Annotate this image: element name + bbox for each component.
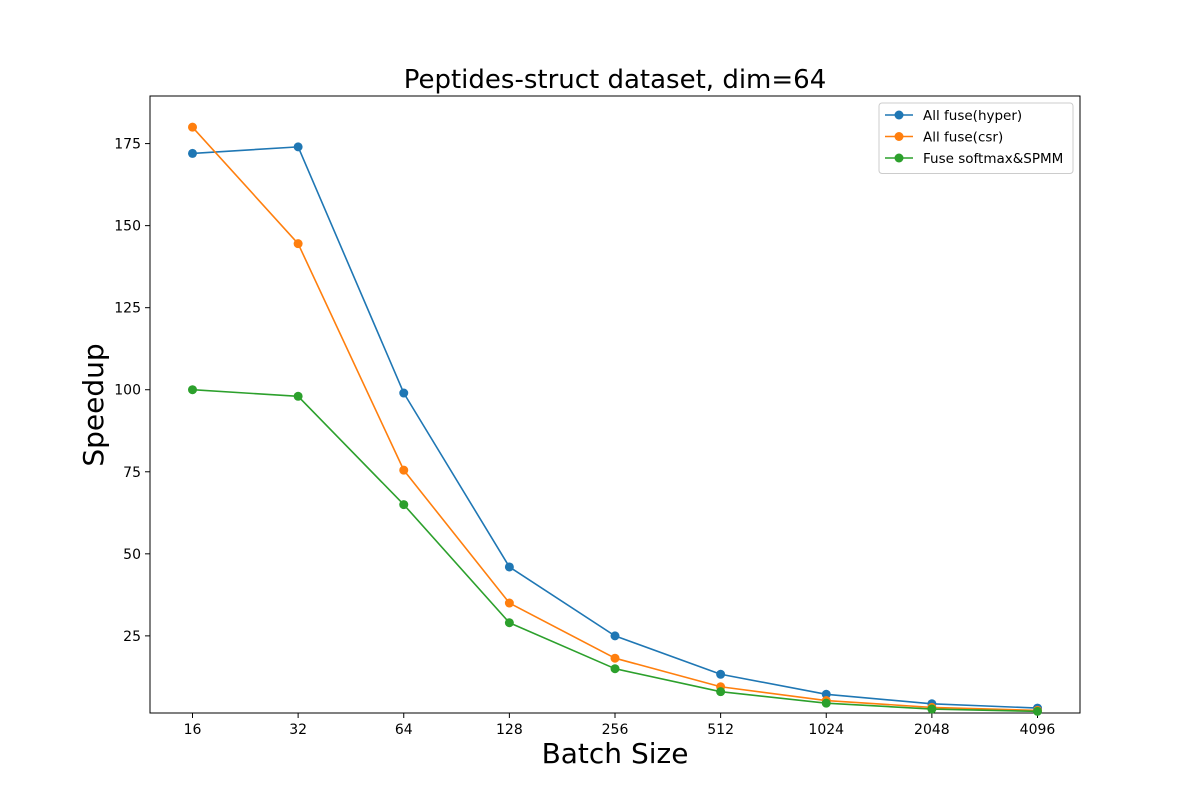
y-tick-label: 150 bbox=[114, 219, 141, 235]
legend: All fuse(hyper) All fuse(csr) Fuse softmax… bbox=[878, 102, 1074, 174]
y-tick-label: 25 bbox=[123, 629, 141, 645]
legend-box bbox=[878, 102, 1074, 174]
data-point bbox=[293, 142, 303, 152]
y-tick-label: 50 bbox=[123, 547, 141, 563]
legend-marker bbox=[894, 110, 904, 120]
data-point bbox=[1033, 706, 1042, 716]
x-tick-label: 64 bbox=[395, 722, 413, 738]
data-point bbox=[927, 704, 937, 714]
y-axis-label: Speedup bbox=[77, 343, 110, 466]
data-point bbox=[610, 631, 620, 641]
y-tick-label: 75 bbox=[123, 465, 141, 481]
y-tick-label: 125 bbox=[114, 301, 141, 317]
legend-marker bbox=[894, 132, 904, 141]
data-point bbox=[293, 239, 303, 249]
data-point bbox=[188, 148, 197, 158]
legend-label: Fuse softmax&SPMM bbox=[923, 151, 1063, 167]
legend-marker bbox=[894, 153, 904, 163]
data-point bbox=[821, 698, 831, 708]
data-point bbox=[504, 598, 514, 608]
data-point bbox=[504, 618, 514, 628]
plot-frame bbox=[149, 95, 1081, 714]
y-tick-label: 175 bbox=[114, 137, 141, 153]
legend-label: All fuse(hyper) bbox=[923, 108, 1022, 124]
data-point bbox=[610, 653, 620, 663]
x-tick-label: 32 bbox=[289, 722, 307, 738]
x-tick-label: 256 bbox=[602, 722, 629, 738]
data-point bbox=[821, 689, 831, 699]
x-axis-label: Batch Size bbox=[542, 737, 689, 770]
data-point bbox=[399, 500, 409, 510]
x-tick-label: 512 bbox=[707, 722, 734, 738]
data-point bbox=[610, 664, 620, 674]
data-point bbox=[399, 388, 409, 398]
data-point bbox=[399, 465, 409, 475]
data-point bbox=[716, 687, 726, 697]
legend-label: All fuse(csr) bbox=[923, 130, 1003, 146]
x-tick-label: 1024 bbox=[808, 722, 844, 738]
data-point bbox=[293, 391, 303, 401]
data-point bbox=[188, 385, 197, 395]
y-tick-label: 100 bbox=[114, 383, 141, 399]
chart-title: Peptides-struct dataset, dim=64 bbox=[404, 65, 827, 95]
x-tick-label: 2048 bbox=[914, 722, 950, 738]
series-line bbox=[192, 388, 1038, 713]
series-line bbox=[192, 146, 1038, 709]
x-tick-label: 128 bbox=[496, 722, 523, 738]
data-point bbox=[188, 122, 197, 132]
x-tick-label: 4096 bbox=[1020, 722, 1056, 738]
plot-area: 16 32 64 128 256 512 1024 2048 4096 25 50 75 100 125 1… bbox=[114, 95, 1081, 738]
data-point bbox=[504, 562, 514, 572]
data-point bbox=[716, 669, 726, 679]
x-tick-label: 16 bbox=[184, 722, 202, 738]
